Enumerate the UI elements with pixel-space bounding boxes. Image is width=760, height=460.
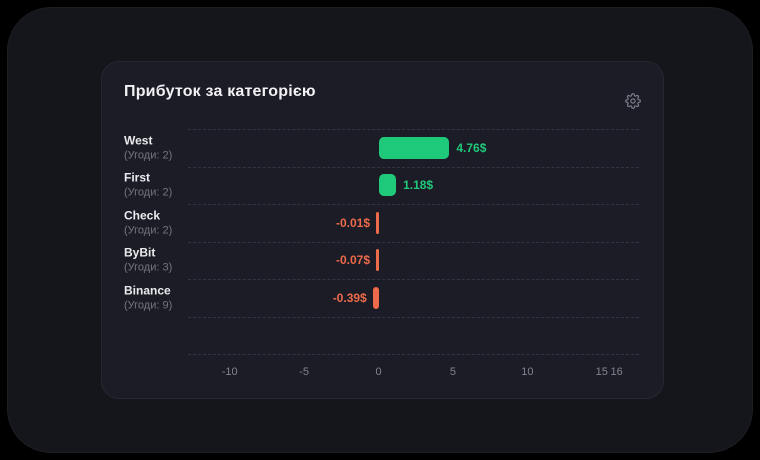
category-label: First <box>124 170 151 185</box>
bar[interactable] <box>378 136 450 159</box>
grid-line <box>188 241 639 243</box>
category-label-block: West (Угоди: 2) <box>124 133 172 162</box>
profit-by-category-card: Прибуток за категорією West (Угоди: 2) 4… <box>101 61 664 399</box>
chart-row: First (Угоди: 2) 1.18$ <box>102 167 665 205</box>
bar-value-label: 4.76$ <box>456 140 487 155</box>
bar-value-label: -0.01$ <box>336 215 371 230</box>
bar[interactable] <box>372 286 379 309</box>
x-axis-tick: -5 <box>299 366 309 378</box>
x-axis-tick: 16 <box>610 366 623 378</box>
app-window: Прибуток за категорією West (Угоди: 2) 4… <box>7 7 753 453</box>
x-axis-tick: 15 <box>595 366 608 378</box>
chart-row: Check (Угоди: 2) -0.01$ <box>102 204 665 242</box>
category-deals-count: (Угоди: 2) <box>124 186 173 199</box>
settings-button[interactable] <box>622 90 644 112</box>
x-axis-tick: 5 <box>449 366 456 378</box>
bar-value-label: 1.18$ <box>403 178 434 193</box>
category-deals-count: (Угоди: 3) <box>124 261 173 274</box>
category-label-block: ByBit (Угоди: 3) <box>124 246 172 275</box>
category-label: Binance <box>124 283 171 298</box>
category-label-block: Check (Угоди: 2) <box>124 208 172 237</box>
bar[interactable] <box>378 174 397 197</box>
category-label-block: Binance (Угоди: 9) <box>124 283 172 312</box>
grid-line <box>188 166 639 168</box>
category-label: ByBit <box>124 245 156 260</box>
card-title: Прибуток за категорією <box>124 83 316 100</box>
x-axis-tick: 0 <box>375 366 382 378</box>
chart-row: West (Угоди: 2) 4.76$ <box>102 129 665 167</box>
x-axis-tick: -10 <box>221 366 238 378</box>
gear-icon <box>625 93 641 109</box>
chart-row: ByBit (Угоди: 3) -0.07$ <box>102 242 665 280</box>
bar[interactable] <box>376 249 379 272</box>
bar-chart: West (Угоди: 2) 4.76$ First (Угоди: 2) 1… <box>102 62 665 400</box>
grid-line <box>188 316 639 318</box>
category-deals-count: (Угоди: 2) <box>124 224 173 237</box>
grid-line <box>188 279 639 280</box>
category-deals-count: (Угоди: 9) <box>124 299 173 312</box>
category-label-block: First (Угоди: 2) <box>124 171 172 200</box>
bar-value-label: -0.39$ <box>332 290 367 305</box>
grid-line <box>188 129 639 130</box>
category-deals-count: (Угоди: 2) <box>124 149 173 162</box>
chart-row: Binance (Угоди: 9) -0.39$ <box>102 279 665 317</box>
grid-line <box>188 354 639 355</box>
category-label: West <box>124 133 153 148</box>
bar-value-label: -0.07$ <box>336 253 371 268</box>
x-axis-tick: 10 <box>521 366 534 378</box>
grid-line <box>188 204 639 205</box>
category-label: Check <box>124 208 161 223</box>
bar[interactable] <box>376 211 379 234</box>
